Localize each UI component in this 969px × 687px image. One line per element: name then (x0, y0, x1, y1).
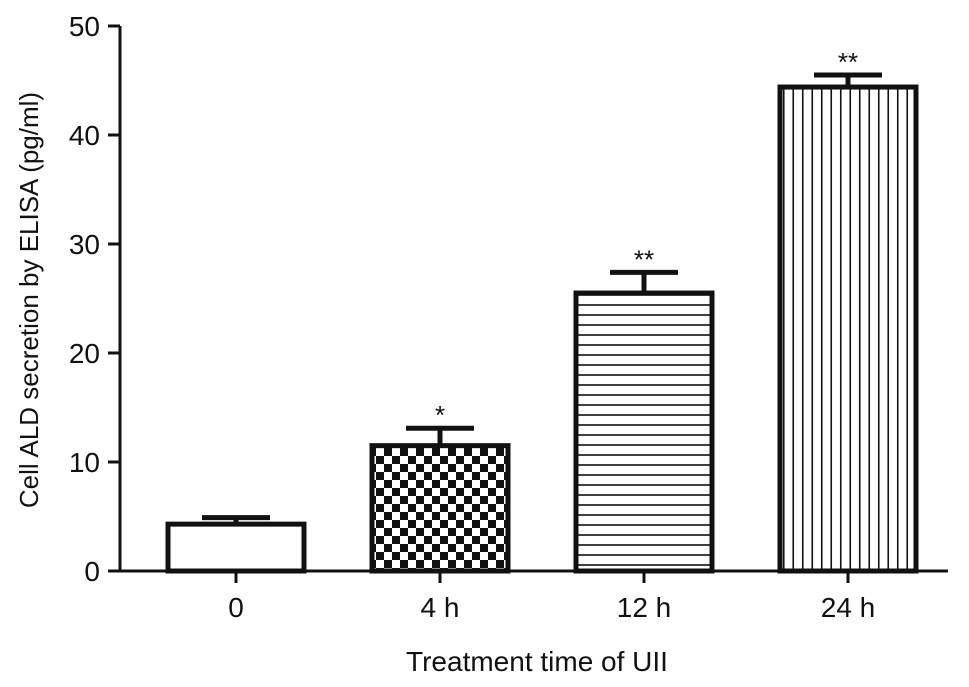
y-tick-label: 0 (84, 556, 100, 587)
y-tick-label: 10 (69, 447, 100, 478)
y-tick-label: 30 (69, 229, 100, 260)
bar-4h (369, 443, 511, 574)
plot-area: 0 10 20 30 40 50 0 4 h * 12 h ** 24 h ** (69, 11, 948, 623)
x-tick-label: 0 (228, 592, 244, 623)
x-tick-label: 4 h (421, 592, 460, 623)
y-tick-label: 50 (69, 11, 100, 42)
significance-label: * (435, 400, 445, 430)
significance-label: ** (838, 47, 858, 77)
x-tick-label: 24 h (821, 592, 876, 623)
bar-24h (777, 84, 919, 574)
y-axis-label: Cell ALD secretion by ELISA (pg/ml) (14, 92, 44, 508)
y-tick-label: 20 (69, 338, 100, 369)
significance-label: ** (634, 244, 654, 274)
x-axis-label: Treatment time of UII (406, 646, 668, 677)
x-tick-label: 12 h (617, 592, 672, 623)
bar-12h (573, 290, 715, 574)
y-tick-label: 40 (69, 120, 100, 151)
bar-0 (165, 521, 307, 574)
